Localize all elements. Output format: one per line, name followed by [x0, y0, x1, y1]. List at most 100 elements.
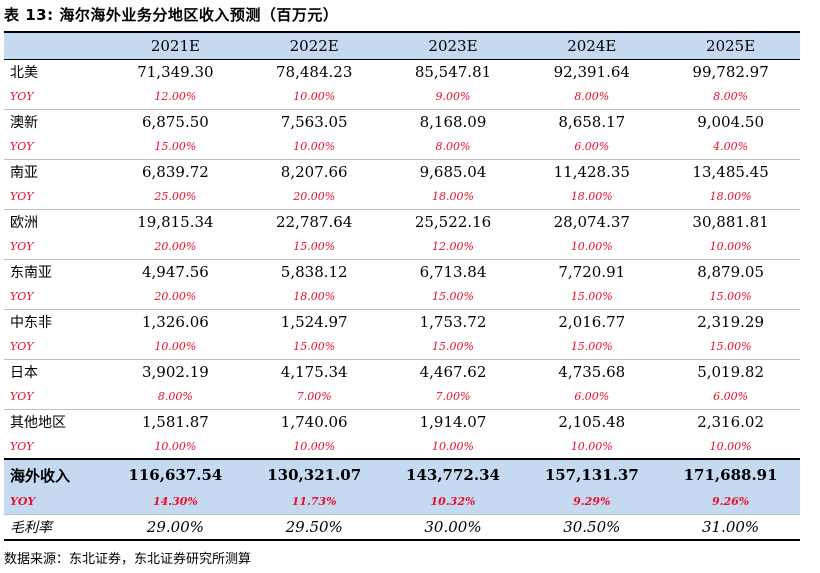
value-cell: 22,787.64 — [244, 208, 384, 234]
yoy-row: YOY 10.00% 10.00% 10.00% 10.00% 10.00% — [4, 434, 800, 459]
value-cell: 30,881.81 — [661, 208, 800, 234]
value-cell: 6.00% — [574, 139, 610, 153]
value-cell: 7.00% — [435, 389, 471, 403]
header-cell: 2021E — [106, 31, 245, 60]
yoy-row: YOY 8.00% 7.00% 7.00% 6.00% 6.00% — [4, 384, 800, 409]
value-cell: 8.00% — [574, 89, 610, 103]
value-cell: 20.00% — [154, 239, 197, 253]
value-cell: 8,207.66 — [244, 158, 384, 184]
row-label: 海外收入 — [4, 458, 106, 490]
total-yoy-row: YOY 14.30% 11.73% 10.32% 9.29% 9.26% — [4, 490, 800, 514]
value-cell: 25.00% — [154, 189, 197, 203]
value-cell: 157,131.37 — [522, 458, 662, 490]
value-cell: 6.00% — [713, 389, 749, 403]
value-cell: 29.50% — [244, 513, 384, 541]
value-cell: 30.50% — [522, 513, 662, 541]
value-cell: 92,391.64 — [522, 58, 662, 84]
value-cell: 15.00% — [293, 239, 336, 253]
value-cell: 12.00% — [432, 239, 474, 253]
value-cell: 9.29% — [522, 490, 662, 514]
value-cell: 4,947.56 — [106, 258, 245, 284]
value-cell: 15.00% — [432, 289, 474, 303]
region-row: 其他地区 1,581.87 1,740.06 1,914.07 2,105.48 2,31… — [4, 408, 800, 434]
row-label: 毛利率 — [4, 513, 106, 541]
value-cell: 10.32% — [383, 490, 523, 514]
value-cell: 6,875.50 — [106, 108, 245, 134]
value-cell: 20.00% — [293, 189, 336, 203]
row-label: 北美 — [4, 58, 106, 84]
yoy-row: YOY 20.00% 15.00% 12.00% 10.00% 10.00% — [4, 234, 800, 259]
row-label: 中东非 — [4, 308, 106, 334]
header-cell — [4, 31, 106, 60]
value-cell: 1,914.07 — [383, 408, 523, 434]
value-cell: 15.00% — [570, 289, 613, 303]
value-cell: 7,563.05 — [244, 108, 384, 134]
value-cell: 1,326.06 — [106, 308, 245, 334]
value-cell: 8.00% — [157, 389, 193, 403]
value-cell: 15.00% — [709, 339, 752, 353]
row-label: 其他地区 — [4, 408, 106, 434]
table-body: 北美 71,349.30 78,484.23 85,547.81 92,391.64 99… — [4, 58, 800, 541]
value-cell: 99,782.97 — [661, 58, 800, 84]
header-cell: 2023E — [383, 31, 523, 60]
header-cell: 2025E — [661, 31, 800, 60]
value-cell: 10.00% — [293, 139, 336, 153]
value-cell: 6.00% — [574, 389, 610, 403]
value-cell: 171,688.91 — [661, 458, 800, 490]
row-label: YOY — [10, 239, 34, 253]
value-cell: 130,321.07 — [244, 458, 384, 490]
value-cell: 8,658.17 — [522, 108, 662, 134]
value-cell: 7.00% — [296, 389, 332, 403]
value-cell: 2,016.77 — [522, 308, 662, 334]
row-label: YOY — [10, 289, 34, 303]
value-cell: 9.00% — [435, 89, 471, 103]
value-cell: 28,074.37 — [522, 208, 662, 234]
region-row: 东南亚 4,947.56 5,838.12 6,713.84 7,720.91 8,879… — [4, 258, 800, 284]
row-label: YOY — [10, 339, 34, 353]
yoy-row: YOY 20.00% 18.00% 15.00% 15.00% 15.00% — [4, 284, 800, 309]
value-cell: 30.00% — [383, 513, 523, 541]
value-cell: 10.00% — [293, 89, 336, 103]
value-cell: 9,685.04 — [383, 158, 523, 184]
value-cell: 4,175.34 — [244, 358, 384, 384]
value-cell: 143,772.34 — [383, 458, 523, 490]
value-cell: 116,637.54 — [106, 458, 245, 490]
total-row: 海外收入 116,637.54 130,321.07 143,772.34 157,13… — [4, 458, 800, 490]
gross-margin-row: 毛利率 29.00% 29.50% 30.00% 30.50% 31.00% — [4, 513, 800, 541]
value-cell: 2,319.29 — [661, 308, 800, 334]
value-cell: 4,467.62 — [383, 358, 523, 384]
value-cell: 15.00% — [293, 339, 336, 353]
value-cell: 85,547.81 — [383, 58, 523, 84]
header-row: 2021E 2022E 2023E 2024E 2025E — [4, 31, 800, 60]
value-cell: 71,349.30 — [106, 58, 245, 84]
header-cell: 2024E — [522, 31, 662, 60]
yoy-row: YOY 12.00% 10.00% 9.00% 8.00% 8.00% — [4, 84, 800, 109]
yoy-row: YOY 25.00% 20.00% 18.00% 18.00% 18.00% — [4, 184, 800, 209]
value-cell: 2,316.02 — [661, 408, 800, 434]
value-cell: 10.00% — [154, 439, 197, 453]
row-label: 日本 — [4, 358, 106, 384]
value-cell: 4.00% — [713, 139, 749, 153]
row-label: 南亚 — [4, 158, 106, 184]
value-cell: 8,879.05 — [661, 258, 800, 284]
value-cell: 11,428.35 — [522, 158, 662, 184]
yoy-row: YOY 15.00% 10.00% 8.00% 6.00% 4.00% — [4, 134, 800, 159]
value-cell: 5,838.12 — [244, 258, 384, 284]
value-cell: 10.00% — [570, 439, 613, 453]
value-cell: 15.00% — [432, 339, 474, 353]
region-row: 澳新 6,875.50 7,563.05 8,168.09 8,658.17 9,004.… — [4, 108, 800, 134]
value-cell: 18.00% — [709, 189, 752, 203]
value-cell: 8.00% — [435, 139, 471, 153]
value-cell: 19,815.34 — [106, 208, 245, 234]
value-cell: 15.00% — [709, 289, 752, 303]
value-cell: 11.73% — [244, 490, 384, 514]
value-cell: 13,485.45 — [661, 158, 800, 184]
value-cell: 9.26% — [661, 490, 800, 514]
value-cell: 12.00% — [154, 89, 197, 103]
row-label: 澳新 — [4, 108, 106, 134]
value-cell: 1,581.87 — [106, 408, 245, 434]
value-cell: 31.00% — [661, 513, 800, 541]
row-label: YOY — [10, 89, 34, 103]
value-cell: 1,753.72 — [383, 308, 523, 334]
value-cell: 4,735.68 — [522, 358, 662, 384]
